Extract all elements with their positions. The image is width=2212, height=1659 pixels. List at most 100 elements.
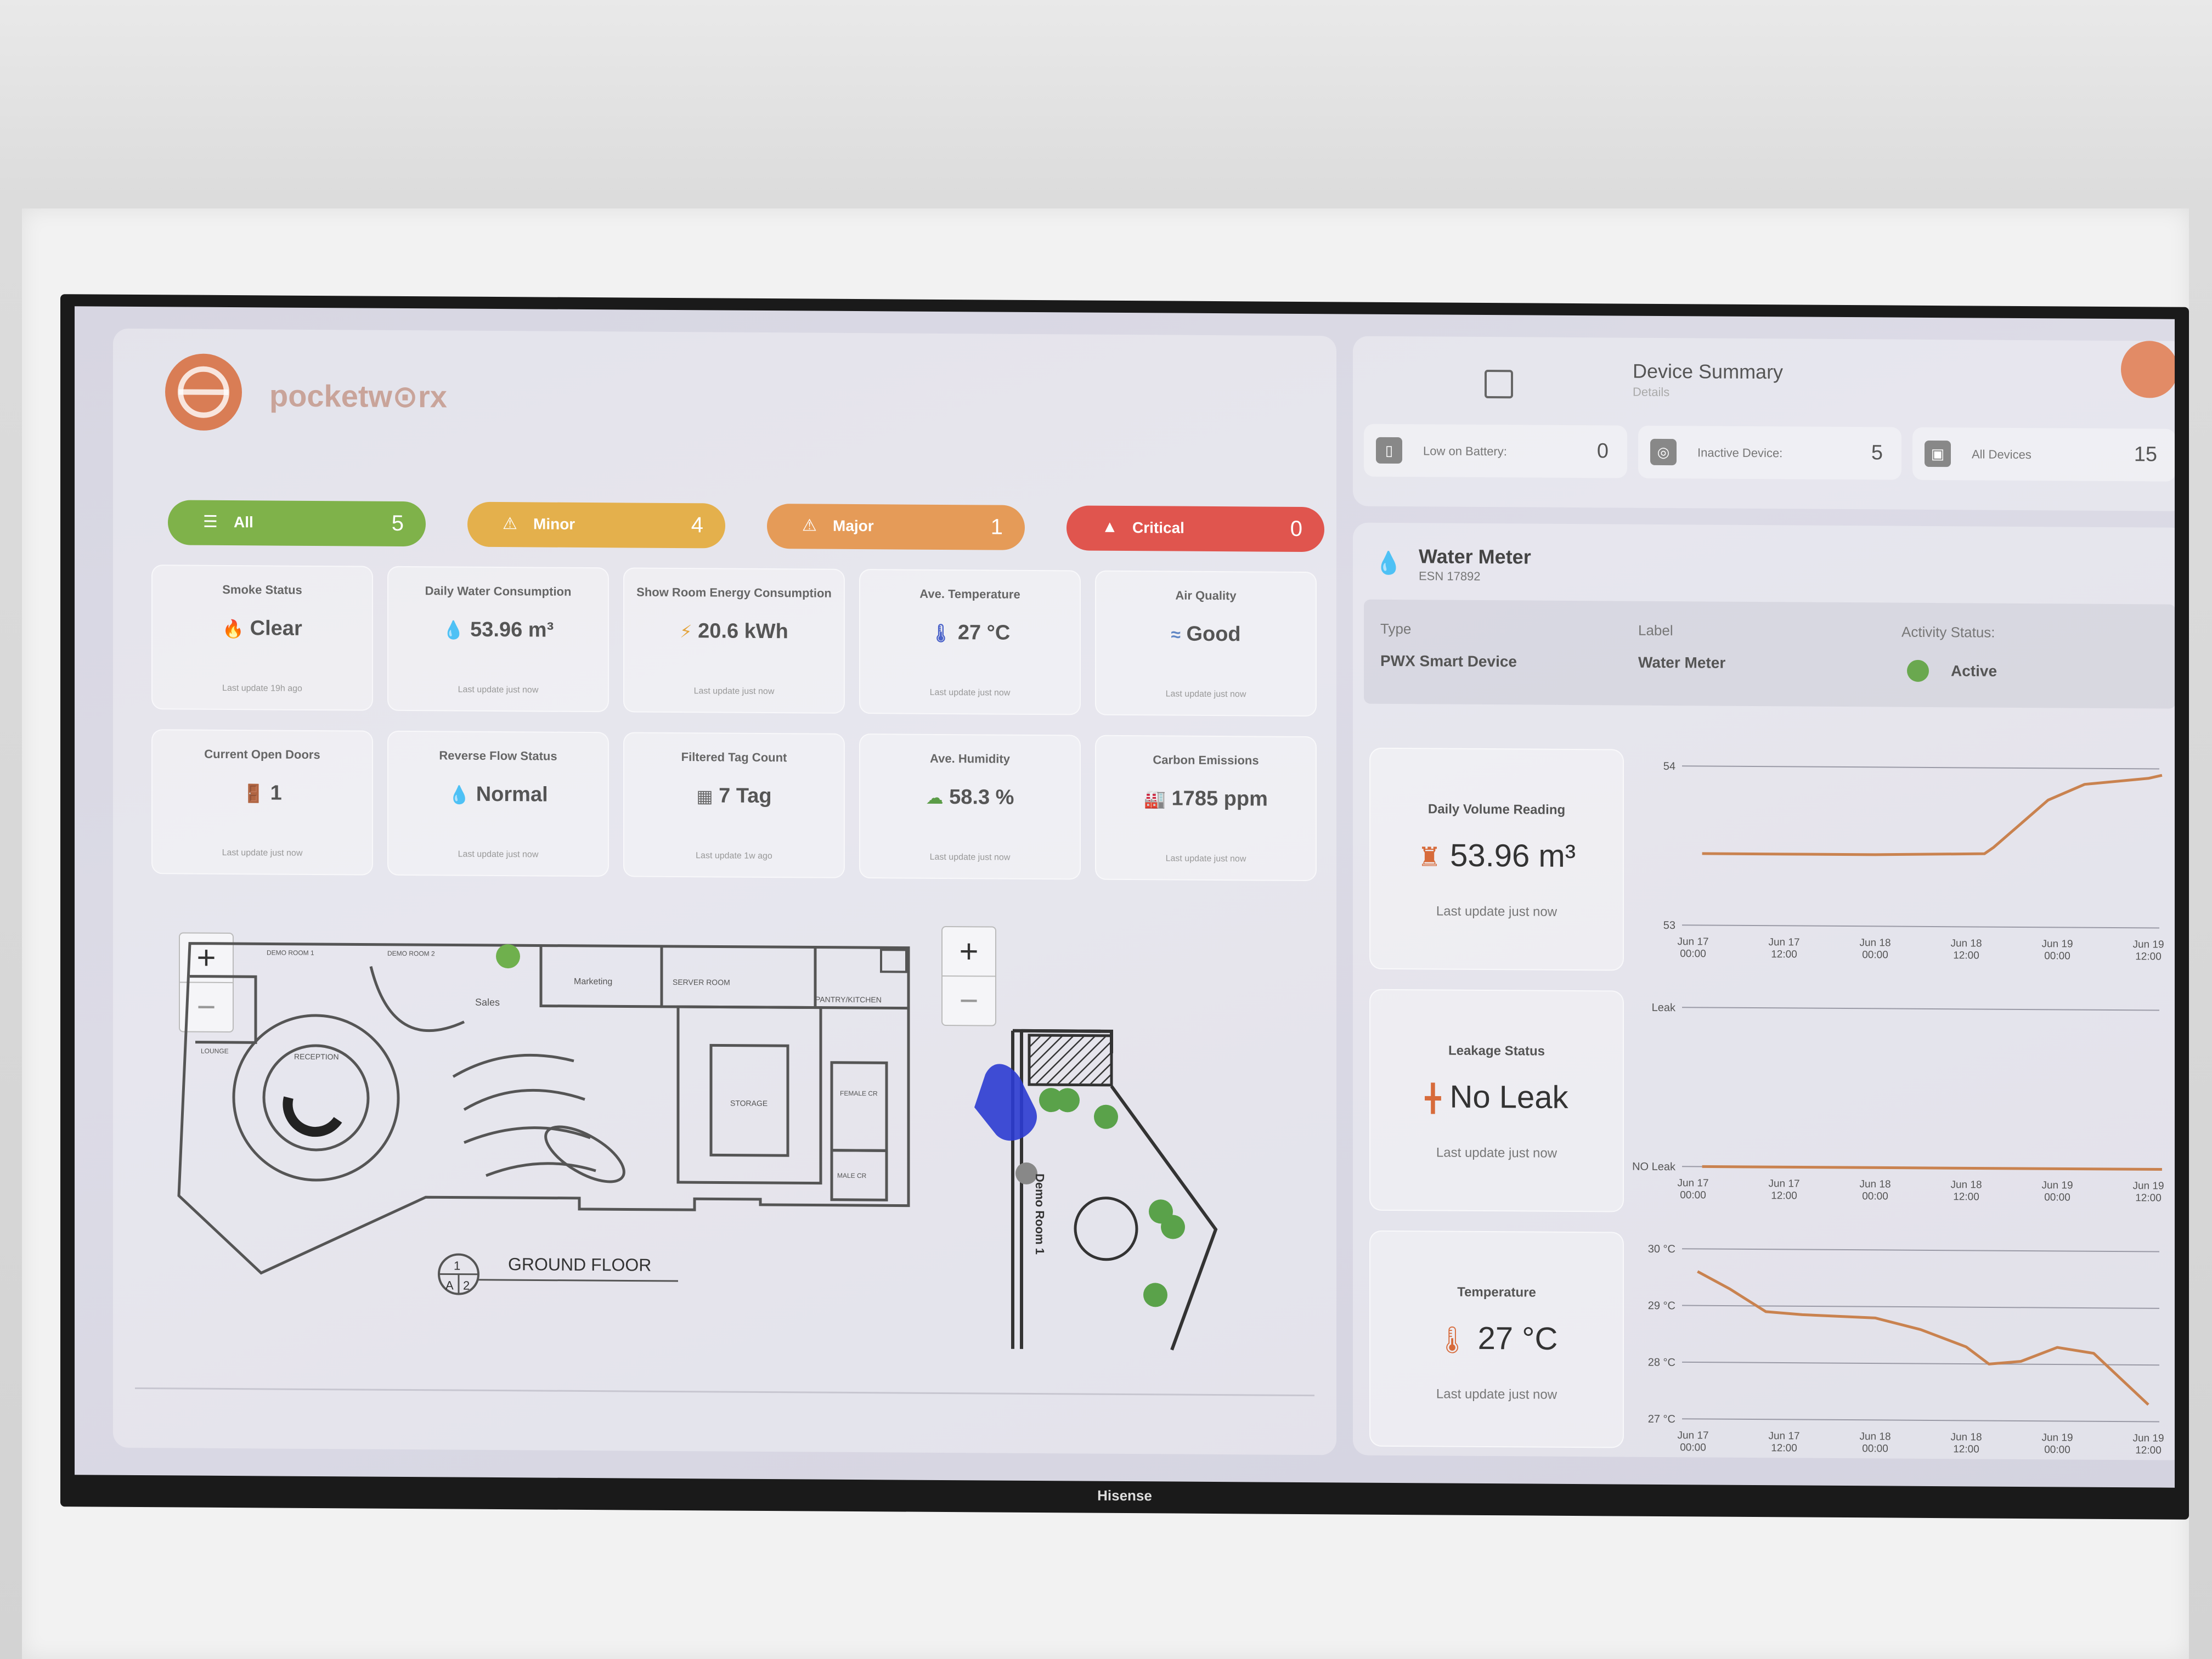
x-tick-label: 00:00 <box>1680 1442 1706 1453</box>
y-tick-label: 53 <box>1663 919 1675 932</box>
floor-ref-left: A <box>445 1278 454 1292</box>
battery-icon: ▯ <box>1376 437 1402 464</box>
label-label: Label <box>1638 622 1673 639</box>
flame-icon: 🔥 <box>222 618 245 639</box>
all-devices-summary[interactable]: ▣ All Devices 15 <box>1912 427 2175 482</box>
x-tick-label: Jun 18 <box>1950 938 1982 949</box>
air-quality-card[interactable]: Air Quality ≈ Good Last update just now <box>1095 570 1317 717</box>
zoom-in-button[interactable]: + <box>943 927 995 977</box>
cloud-icon: ☁ <box>926 787 944 808</box>
tag-count-card[interactable]: Filtered Tag Count ▦ 7 Tag Last update 1… <box>623 732 845 878</box>
x-tick-label: Jun 18 <box>1859 1178 1891 1190</box>
active-status-dot <box>1907 659 1929 682</box>
snowflake-sensor-icon[interactable] <box>1161 1215 1185 1239</box>
water-meter-icon: ♜ <box>1417 843 1441 872</box>
room-label-demo-1: DEMO ROOM 1 <box>267 949 314 957</box>
reverse-flow-card[interactable]: Reverse Flow Status 💧 Normal Last update… <box>387 730 609 877</box>
temperature-card[interactable]: Ave. Temperature 🌡 27 °C Last update jus… <box>859 569 1081 715</box>
filter-major-button[interactable]: ⚠ Major 1 <box>767 504 1025 550</box>
water-meter-title: Water Meter <box>1419 545 1531 568</box>
device-info-bar: Type PWX Smart Device Label Water Meter … <box>1364 599 2175 709</box>
label-value: Water Meter <box>1638 653 1726 672</box>
series-line <box>1702 774 2163 856</box>
x-tick-label: Jun 19 <box>2132 939 2164 950</box>
filter-all-button[interactable]: ☰ All 5 <box>168 500 426 547</box>
x-tick-label: 12:00 <box>2135 1192 2162 1204</box>
tag-scan-icon: ▦ <box>696 786 713 806</box>
x-tick-label: Jun 18 <box>1859 937 1891 949</box>
x-tick-label: 00:00 <box>1862 1190 1888 1202</box>
x-tick-label: 00:00 <box>1862 1443 1888 1454</box>
room-label-demo-2: DEMO ROOM 2 <box>387 950 435 958</box>
room-label-pantry: PANTRY/KITCHEN <box>815 995 882 1005</box>
gridline <box>1682 1418 2159 1423</box>
inactive-device-summary[interactable]: ◎ Inactive Device: 5 <box>1638 425 1901 480</box>
x-tick-label: 12:00 <box>2135 951 2162 962</box>
temperature-metric-card[interactable]: Temperature 🌡 27 °C Last update just now <box>1369 1230 1624 1448</box>
energy-consumption-card[interactable]: Show Room Energy Consumption ⚡ 20.6 kWh … <box>623 567 845 714</box>
carbon-emissions-card[interactable]: Carbon Emissions 🏭 1785 ppm Last update … <box>1095 735 1317 882</box>
gridline <box>1682 1361 2159 1366</box>
activity-status-label: Activity Status: <box>1901 623 1995 641</box>
x-tick-label: Jun 17 <box>1677 936 1708 947</box>
device-summary-icon <box>1485 370 1513 399</box>
room-label-storage: STORAGE <box>730 1099 768 1108</box>
room-label-lounge: LOUNGE <box>201 1047 229 1055</box>
x-tick-label: Jun 18 <box>1950 1179 1982 1190</box>
energy-sensor-icon[interactable] <box>1094 1104 1118 1129</box>
tv-bezel: pocketw⊙rx ☰ All 5 ⚠ Minor 4 ⚠ Major 1 ▲… <box>60 294 2189 1520</box>
x-tick-label: 12:00 <box>1771 1190 1797 1201</box>
flame-sensor-icon[interactable] <box>1143 1283 1167 1307</box>
series-line <box>1697 1270 2149 1406</box>
logo-mark-icon <box>165 353 242 431</box>
logo-text: pocketw⊙rx <box>269 378 447 414</box>
leakage-status-card[interactable]: Leakage Status ╋ No Leak Last update jus… <box>1369 989 1624 1212</box>
filter-critical-button[interactable]: ▲ Critical 0 <box>1066 505 1324 552</box>
floorplan-map[interactable]: Sales Marketing SERVER ROOM PANTRY/KITCH… <box>157 932 925 1332</box>
x-tick-label: 00:00 <box>2044 950 2070 962</box>
series-line <box>1702 1165 2162 1171</box>
x-tick-label: Jun 18 <box>1950 1431 1982 1443</box>
x-tick-label: 12:00 <box>1953 950 1979 961</box>
y-tick-label: Leak <box>1652 1002 1676 1014</box>
gridline <box>1682 1248 2159 1252</box>
filter-minor-button[interactable]: ⚠ Minor 4 <box>467 501 725 549</box>
wind-icon: ≈ <box>1171 624 1181 645</box>
low-battery-summary[interactable]: ▯ Low on Battery: 0 <box>1364 424 1627 478</box>
x-tick-label: 12:00 <box>1953 1443 1979 1455</box>
user-avatar[interactable] <box>2121 341 2175 398</box>
x-tick-label: Jun 18 <box>1859 1431 1891 1442</box>
open-doors-card[interactable]: Current Open Doors 🚪 1 Last update just … <box>151 729 373 876</box>
door-sensor-icon[interactable] <box>1015 1162 1037 1184</box>
floor-title: GROUND FLOOR <box>508 1254 651 1275</box>
gridline <box>1682 924 2159 929</box>
x-tick-label: Jun 17 <box>1677 1430 1708 1441</box>
devices-icon: ▣ <box>1925 440 1951 467</box>
x-tick-label: 12:00 <box>1953 1191 1979 1203</box>
smoke-status-card[interactable]: Smoke Status 🔥 Clear Last update 19h ago <box>151 565 373 711</box>
floor-ref-top: 1 <box>454 1259 460 1273</box>
pipe-icon: ╋ <box>1425 1084 1441 1114</box>
warning-icon: ▲ <box>1102 517 1118 536</box>
water-consumption-card[interactable]: Daily Water Consumption 💧 53.96 m³ Last … <box>387 566 609 713</box>
device-summary-subtitle: Details <box>1633 385 1670 399</box>
device-summary-title: Device Summary <box>1633 359 1784 383</box>
x-tick-label: 00:00 <box>1680 1189 1706 1201</box>
thermometer-icon: 🌡 <box>1435 1325 1469 1355</box>
demo-room-map[interactable]: Demo Room 1 <box>969 1008 1298 1362</box>
water-sensor-icon[interactable] <box>1056 1088 1080 1113</box>
humidity-card[interactable]: Ave. Humidity ☁ 58.3 % Last update just … <box>859 733 1081 880</box>
x-tick-label: 12:00 <box>1771 1442 1797 1454</box>
bell-icon: ⚠ <box>503 515 517 533</box>
room-label-male-cr: MALE CR <box>837 1172 867 1180</box>
x-tick-label: Jun 17 <box>1768 936 1799 948</box>
x-tick-label: Jun 17 <box>1768 1430 1799 1442</box>
room-label-marketing: Marketing <box>574 977 612 986</box>
x-tick-label: 00:00 <box>2044 1192 2070 1203</box>
room-label-server: SERVER ROOM <box>673 978 730 987</box>
daily-volume-card[interactable]: Daily Volume Reading ♜ 53.96 m³ Last upd… <box>1369 747 1624 971</box>
gridline <box>1682 1007 2159 1011</box>
